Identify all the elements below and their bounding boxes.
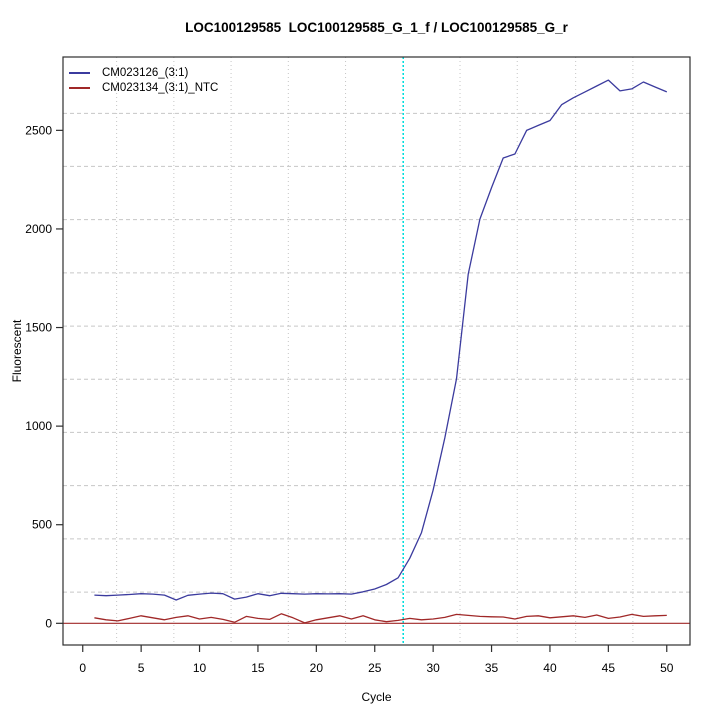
y-tick-label: 500: [32, 518, 52, 532]
y-tick-label: 2500: [25, 123, 52, 137]
plot-box: [62, 56, 691, 646]
x-tick-label: 35: [485, 661, 499, 675]
x-tick-label: 40: [543, 661, 557, 675]
x-axis-label: Cycle: [361, 690, 392, 704]
chart-title: LOC100129585 LOC100129585_G_1_f / LOC100…: [185, 20, 568, 35]
y-tick-label: 2000: [25, 222, 52, 236]
x-tick-label: 0: [79, 661, 86, 675]
legend-item-sample: CM023126_(3:1): [69, 65, 218, 80]
x-tick-label: 10: [193, 661, 207, 675]
legend-line-ntc: [69, 86, 90, 89]
x-tick-label: 30: [426, 661, 440, 675]
x-tick-label: 15: [251, 661, 265, 675]
ntc-curve: [94, 613, 667, 624]
amplification-curve: [94, 79, 668, 601]
y-axis-label: Fluorescent: [10, 319, 24, 383]
x-tick-label: 45: [602, 661, 616, 675]
legend: CM023126_(3:1) CM023134_(3:1)_NTC: [69, 65, 218, 95]
y-tick-label: 1500: [25, 321, 52, 335]
x-tick-label: 25: [368, 661, 382, 675]
y-tick-label: 0: [45, 616, 52, 630]
y-tick-label: 1000: [25, 419, 52, 433]
x-tick-label: 50: [660, 661, 674, 675]
x-tick-label: 5: [138, 661, 145, 675]
legend-label-sample: CM023126_(3:1): [102, 66, 189, 79]
legend-line-sample: [69, 71, 90, 74]
x-tick-label: 20: [310, 661, 324, 675]
legend-item-ntc: CM023134_(3:1)_NTC: [69, 80, 218, 95]
legend-label-ntc: CM023134_(3:1)_NTC: [102, 81, 219, 94]
